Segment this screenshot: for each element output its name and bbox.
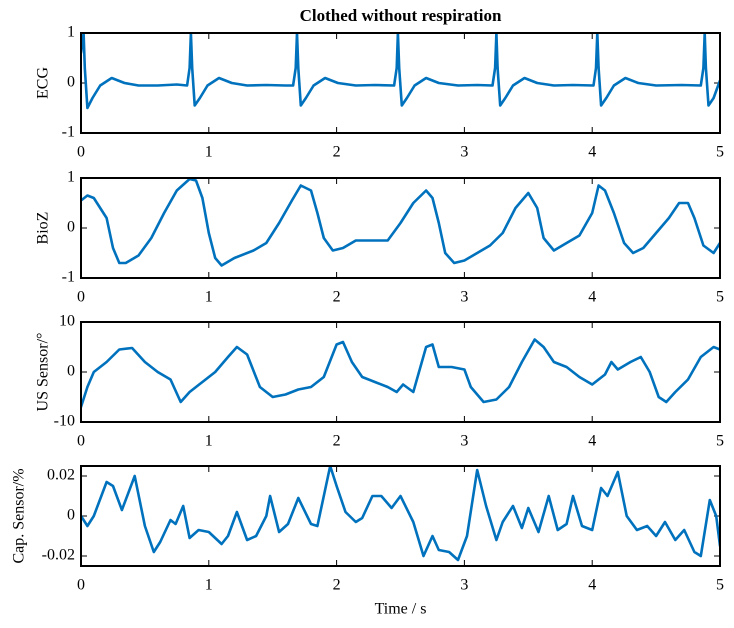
- x-tick-label: 4: [588, 144, 596, 161]
- y-tick-label: -1: [62, 124, 75, 141]
- y-axis-label: ECG: [35, 67, 52, 99]
- data-line: [81, 178, 720, 267]
- chart-title: Clothed without respiration: [300, 6, 502, 25]
- data-line: [81, 466, 720, 562]
- x-tick-label: 1: [205, 577, 213, 594]
- x-tick-label: 5: [716, 144, 724, 161]
- x-tick-label: 2: [333, 433, 341, 450]
- x-tick-label: 3: [460, 433, 468, 450]
- x-tick-label: 0: [77, 577, 85, 594]
- x-tick-label: 2: [333, 577, 341, 594]
- y-tick-label: -1: [62, 269, 75, 286]
- y-axis-label: BioZ: [35, 212, 52, 245]
- y-tick-label: 0.02: [47, 467, 75, 484]
- x-tick-label: 4: [588, 433, 596, 450]
- axes-frame: [80, 465, 721, 567]
- y-tick-label: 0: [67, 507, 75, 524]
- y-tick-label: 1: [67, 169, 75, 186]
- axes-frame: [80, 32, 721, 134]
- y-tick-label: 0: [67, 74, 75, 91]
- axes-frame: [80, 321, 721, 423]
- y-tick-label: 0: [67, 363, 75, 380]
- y-tick-label: 0: [67, 219, 75, 236]
- x-tick-label: 1: [205, 433, 213, 450]
- y-axis-label: US Sensor/°: [35, 333, 52, 412]
- x-tick-label: 0: [77, 144, 85, 161]
- x-tick-label: 5: [716, 577, 724, 594]
- x-tick-label: 5: [716, 289, 724, 306]
- y-tick-label: -10: [54, 413, 75, 430]
- data-line: [81, 338, 720, 409]
- x-tick-label: 4: [588, 289, 596, 306]
- x-tick-label: 5: [716, 433, 724, 450]
- x-tick-label: 3: [460, 144, 468, 161]
- y-tick-label: 10: [59, 313, 75, 330]
- x-tick-label: 3: [460, 577, 468, 594]
- x-tick-label: 0: [77, 433, 85, 450]
- axes-frame: [80, 177, 721, 279]
- y-tick-label: -0.02: [42, 547, 75, 564]
- y-axis-label: Cap. Sensor/%: [11, 468, 28, 563]
- x-tick-label: 1: [205, 144, 213, 161]
- data-line: [81, 33, 720, 110]
- y-tick-label: 1: [67, 24, 75, 41]
- x-axis-label: Time / s: [375, 601, 427, 618]
- x-tick-label: 2: [333, 144, 341, 161]
- x-tick-label: 4: [588, 577, 596, 594]
- x-tick-label: 2: [333, 289, 341, 306]
- x-tick-label: 0: [77, 289, 85, 306]
- x-tick-label: 1: [205, 289, 213, 306]
- x-tick-label: 3: [460, 289, 468, 306]
